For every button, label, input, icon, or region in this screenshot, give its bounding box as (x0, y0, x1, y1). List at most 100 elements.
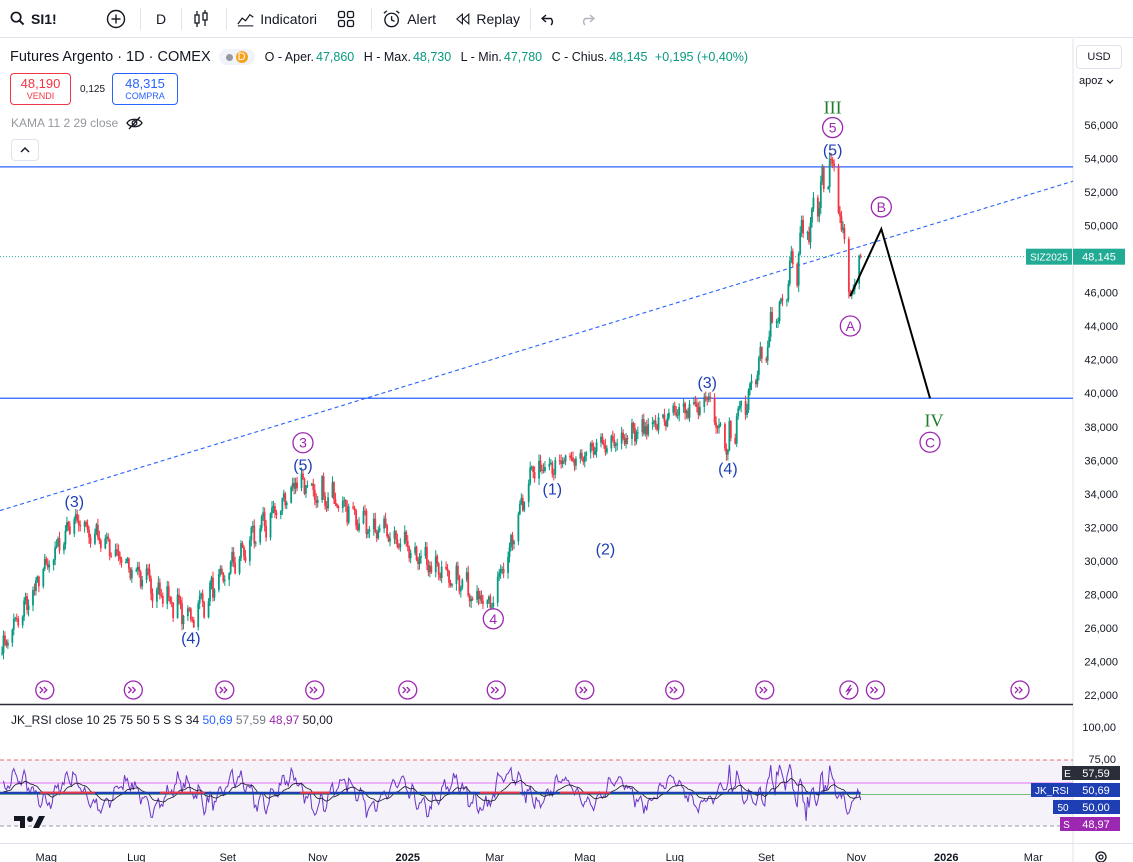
symbol-search[interactable]: SI1! (0, 0, 96, 38)
candle-body (147, 568, 149, 570)
sell-button[interactable]: 48,190 VENDI (10, 73, 71, 105)
rsi-badge-name: 50 (1057, 803, 1069, 814)
candle-body (151, 593, 154, 602)
scale-mode-button[interactable]: apoz (1079, 75, 1114, 87)
candle-body (499, 569, 502, 574)
price-chart[interactable]: 22,000 24,000 26,000 28,000 30,000 32,000 34,0… (0, 39, 1133, 862)
event-arrow-icon (486, 680, 506, 700)
candle-body (271, 507, 273, 514)
candle-body (662, 414, 664, 418)
chevron-right-icon (579, 686, 584, 694)
candle-body (501, 568, 504, 570)
compare-symbol-button[interactable] (96, 0, 140, 38)
time-tick-label: 2025 (395, 852, 419, 862)
candle-body (368, 529, 371, 532)
candle-body (790, 251, 793, 261)
candle-body (405, 531, 408, 541)
candle-body (54, 547, 57, 560)
candle-body (489, 596, 492, 608)
candle-body (678, 407, 681, 416)
candle-body (42, 568, 45, 587)
candle-body (176, 594, 179, 618)
candle-body (150, 578, 152, 594)
alert-label: Alert (407, 10, 436, 27)
chart-type-button[interactable] (182, 0, 226, 38)
candle-body (228, 573, 231, 580)
candle-body (285, 502, 288, 506)
candle-body (366, 531, 369, 534)
candle-body (487, 596, 490, 601)
candle-body (375, 532, 378, 539)
event-circle (1010, 680, 1030, 700)
candle-body (136, 566, 139, 570)
kama-indicator-legend[interactable]: KAMA 11 2 29 close (11, 116, 143, 130)
wave-label-minor: (3) (65, 494, 85, 511)
redo-button[interactable] (569, 0, 607, 38)
templates-button[interactable] (327, 0, 371, 38)
candle-body (73, 518, 76, 534)
legend-pill[interactable]: D (218, 49, 255, 65)
candle-body (300, 473, 303, 489)
candle-body (551, 462, 554, 474)
candles (1, 152, 862, 660)
rsi-value-3: 48,97 (269, 713, 300, 727)
rsi-badge-value-bg (1073, 817, 1120, 831)
event-circle (755, 680, 775, 700)
chart-area[interactable]: 22,000 24,000 26,000 28,000 30,000 32,000 34,0… (0, 39, 1133, 862)
rsi-badge-name-bg (1062, 766, 1073, 780)
candle-body (213, 589, 216, 598)
price-tick-label: 36,000 (1084, 455, 1118, 467)
candle-body (265, 525, 267, 538)
candle-body (611, 435, 614, 440)
candle-body (642, 419, 645, 434)
chevron-right-icon (494, 686, 500, 694)
event-arrow-icon (35, 680, 55, 700)
alert-button[interactable]: Alert (372, 0, 446, 38)
price-badge-symbol-bg (1026, 248, 1072, 265)
tradingview-logo[interactable] (14, 815, 46, 833)
candle-body (684, 403, 686, 414)
chevron-right-icon (43, 686, 48, 694)
indicators-button[interactable]: Indicatori (227, 0, 327, 38)
candle-body (4, 635, 6, 642)
interval-button[interactable]: D (141, 0, 181, 38)
eye-crossed-icon[interactable] (126, 116, 143, 130)
candle-body (356, 525, 359, 531)
event-arrow-icon (123, 680, 143, 700)
candle-body (456, 565, 459, 576)
candle-body (305, 485, 307, 494)
buy-button[interactable]: 48,315 COMPRA (112, 73, 178, 105)
rsi-value-badge: 50 50,00 (1053, 800, 1120, 814)
replay-label: Replay (476, 10, 520, 27)
candle-body (858, 255, 861, 284)
candle-body (303, 478, 306, 494)
price-badge-value-bg (1073, 248, 1125, 265)
candle-body (46, 563, 49, 568)
undo-button[interactable] (531, 0, 569, 38)
gear-center (1098, 854, 1104, 860)
candle-body (334, 499, 337, 505)
candle-body (448, 570, 450, 583)
rsi-value-badge: S 48,97 (1060, 817, 1120, 831)
candle-body (259, 528, 262, 543)
candle-body (66, 522, 68, 531)
currency-button[interactable]: USD (1076, 45, 1122, 69)
candle-body (291, 483, 294, 488)
candle-body (771, 312, 774, 323)
replay-button[interactable]: Replay (446, 0, 530, 38)
candle-body (35, 580, 37, 592)
candle-body (502, 568, 505, 574)
indicators-icon (237, 13, 254, 26)
time-tick-label: Set (758, 852, 775, 862)
candle-body (362, 510, 365, 524)
candle-body (641, 419, 644, 433)
rsi-legend[interactable]: JK_RSI close 10 25 75 50 5 S S 34 50,69 … (11, 713, 333, 727)
candle-body (427, 564, 430, 573)
candle-body (15, 618, 18, 620)
collapse-legend-button[interactable] (11, 139, 39, 161)
candle-body (203, 602, 206, 618)
candle-body (601, 436, 604, 444)
candle-body (406, 540, 409, 547)
candle-body (36, 576, 39, 581)
candle-body (695, 403, 698, 407)
